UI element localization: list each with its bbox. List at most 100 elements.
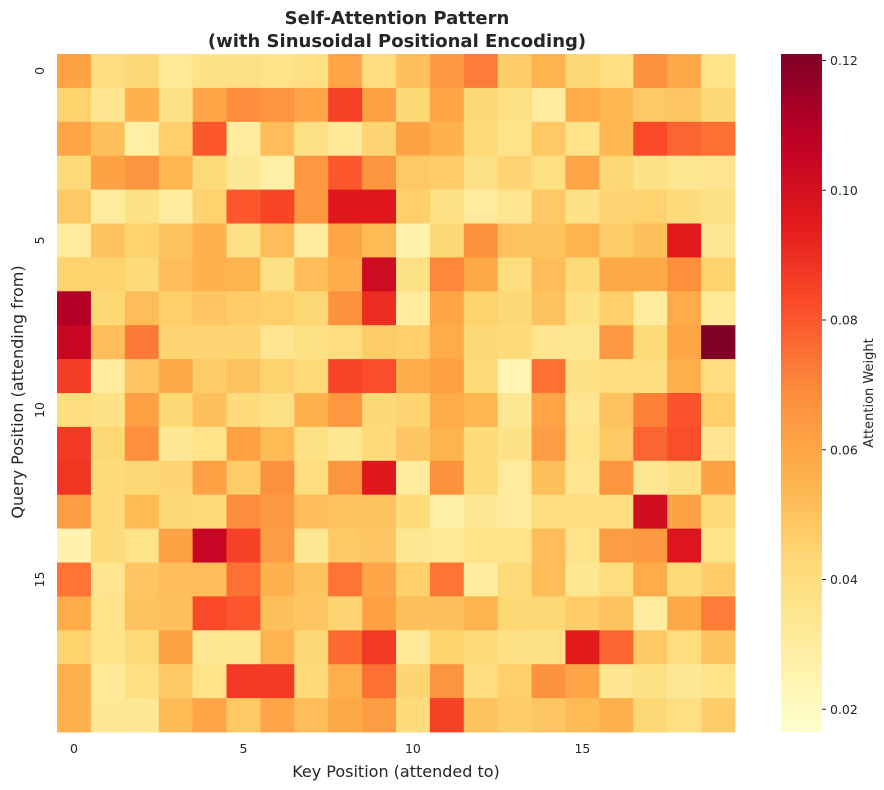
heatmap-cell-9-2: [124, 359, 160, 394]
colorbar-tick-label-5: 0.12: [830, 53, 858, 68]
heatmap-cell-18-17: [633, 664, 668, 699]
heatmap-cell-12-17: [633, 460, 668, 496]
heatmap-cell-0-10: [396, 54, 431, 89]
heatmap-cell-6-17: [633, 257, 668, 292]
heatmap-cell-7-1: [90, 291, 126, 326]
heatmap-cell-15-6: [260, 562, 295, 597]
heatmap-cell-8-6: [260, 325, 295, 360]
heatmap-cell-11-2: [124, 426, 160, 462]
heatmap-cell-9-16: [599, 359, 634, 394]
heatmap-cell-17-3: [158, 630, 193, 665]
heatmap-cell-14-19: [701, 528, 736, 563]
heatmap-cell-14-1: [90, 528, 126, 563]
heatmap-cell-9-3: [158, 359, 193, 394]
heatmap-cell-15-13: [497, 562, 532, 597]
heatmap-cell-16-2: [124, 596, 160, 631]
heatmap-cell-18-16: [599, 664, 634, 699]
heatmap-cell-15-7: [294, 562, 329, 597]
heatmap-cell-7-7: [294, 291, 329, 326]
heatmap-cell-18-7: [294, 664, 329, 699]
chart-subtitle: (with Sinusoidal Positional Encoding): [208, 31, 586, 52]
heatmap-cell-12-6: [260, 460, 295, 496]
heatmap-cell-14-0: [57, 528, 92, 563]
heatmap-cell-17-16: [599, 630, 634, 665]
heatmap-cell-2-11: [429, 121, 465, 157]
heatmap-cell-14-10: [396, 528, 431, 563]
colorbar: [781, 54, 822, 732]
heatmap-cell-2-8: [328, 121, 363, 157]
heatmap-cell-5-14: [531, 223, 566, 258]
heatmap-cell-13-7: [294, 494, 329, 529]
heatmap-cell-16-11: [429, 596, 465, 631]
heatmap-cell-9-17: [633, 359, 668, 394]
heatmap-cell-19-9: [362, 698, 397, 733]
heatmap-cell-5-13: [497, 223, 532, 258]
heatmap-cell-7-8: [328, 291, 363, 326]
heatmap-cell-5-6: [260, 223, 295, 258]
heatmap-cell-18-18: [667, 664, 702, 699]
heatmap-cell-17-12: [463, 630, 499, 665]
heatmap-cell-13-4: [192, 494, 227, 529]
heatmap-cell-13-0: [57, 494, 92, 529]
heatmap-cell-11-11: [429, 426, 465, 462]
x-axis-label: Key Position (attended to): [292, 762, 500, 781]
heatmap-cell-8-14: [531, 325, 566, 360]
colorbar-tick-label-1: 0.04: [830, 572, 858, 587]
heatmap-cell-5-0: [57, 223, 92, 258]
heatmap-cell-2-2: [124, 121, 160, 157]
heatmap-cell-5-8: [328, 223, 363, 258]
heatmap-cell-9-19: [701, 359, 736, 394]
heatmap-cell-16-3: [158, 596, 193, 631]
heatmap-cell-19-16: [599, 698, 634, 733]
heatmap-cell-19-13: [497, 698, 532, 733]
heatmap-cell-15-4: [192, 562, 227, 597]
heatmap-cell-8-9: [362, 325, 397, 360]
heatmap-cell-1-18: [667, 87, 702, 123]
heatmap-cell-2-12: [463, 121, 499, 157]
heatmap-cell-16-4: [192, 596, 227, 631]
heatmap-cell-2-17: [633, 121, 668, 157]
heatmap-cell-12-13: [497, 460, 532, 496]
heatmap-cell-1-10: [396, 87, 431, 123]
x-tick-label-2: 10: [405, 741, 421, 756]
heatmap-cell-10-4: [192, 393, 227, 428]
heatmap-cell-8-12: [463, 325, 499, 360]
heatmap-cell-18-14: [531, 664, 566, 699]
heatmap-cell-16-0: [57, 596, 92, 631]
heatmap-cell-9-15: [565, 359, 600, 394]
heatmap-cell-0-17: [633, 54, 668, 89]
heatmap-cell-8-19: [701, 325, 736, 360]
y-tick-label-3: 15: [32, 571, 47, 587]
heatmap-cell-6-12: [463, 257, 499, 292]
heatmap-cell-3-10: [396, 155, 431, 190]
heatmap-cell-13-1: [90, 494, 126, 529]
heatmap-cell-17-2: [124, 630, 160, 665]
heatmap-cell-11-7: [294, 426, 329, 462]
heatmap-cell-4-17: [633, 189, 668, 224]
heatmap-cell-7-13: [497, 291, 532, 326]
heatmap-cell-19-18: [667, 698, 702, 733]
heatmap-cell-19-10: [396, 698, 431, 733]
heatmap-cell-7-11: [429, 291, 465, 326]
heatmap-cell-9-9: [362, 359, 397, 394]
heatmap-cell-16-17: [633, 596, 668, 631]
heatmap-cell-6-1: [90, 257, 126, 292]
heatmap-cell-1-17: [633, 87, 668, 123]
heatmap-cell-15-14: [531, 562, 566, 597]
heatmap-cell-10-16: [599, 393, 634, 428]
heatmap-cell-5-17: [633, 223, 668, 258]
heatmap-cell-18-11: [429, 664, 465, 699]
heatmap-cell-5-15: [565, 223, 600, 258]
heatmap-cell-12-1: [90, 460, 126, 496]
heatmap-cell-12-7: [294, 460, 329, 496]
heatmap-cell-8-10: [396, 325, 431, 360]
heatmap-cell-17-1: [90, 630, 126, 665]
heatmap-cell-2-7: [294, 121, 329, 157]
heatmap-cell-14-14: [531, 528, 566, 563]
heatmap-cell-19-2: [124, 698, 160, 733]
heatmap-cell-17-4: [192, 630, 227, 665]
heatmap-cell-10-13: [497, 393, 532, 428]
heatmap-cell-19-17: [633, 698, 668, 733]
heatmap-cell-2-1: [90, 121, 126, 157]
heatmap-cell-1-13: [497, 87, 532, 123]
